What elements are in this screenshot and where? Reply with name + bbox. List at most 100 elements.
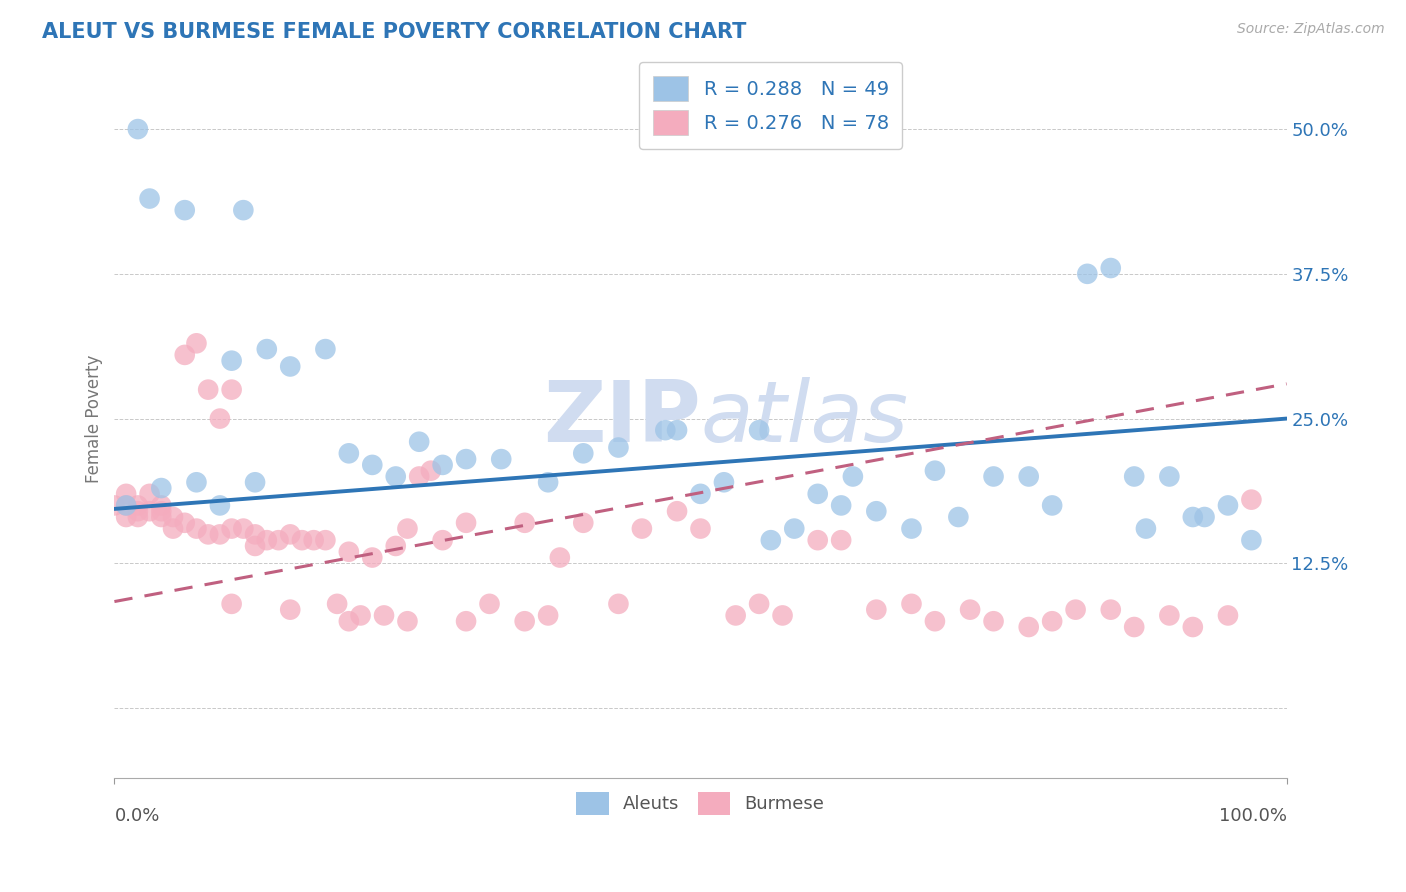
Point [115,499,138,513]
Point [924,464,946,478]
Point [1040,614,1063,628]
Point [361,458,384,472]
Point [186,336,208,351]
Point [326,597,349,611]
Legend: Aleuts, Burmese: Aleuts, Burmese [565,781,835,826]
Point [361,550,384,565]
Text: atlas: atlas [700,377,908,460]
Point [713,475,735,490]
Point [138,487,160,501]
Point [314,342,336,356]
Point [607,597,630,611]
Point [1216,499,1239,513]
Point [830,533,852,548]
Point [186,475,208,490]
Point [197,527,219,541]
Point [513,516,536,530]
Point [208,527,231,541]
Point [1181,620,1204,634]
Point [337,614,360,628]
Point [221,597,243,611]
Point [607,441,630,455]
Point [689,522,711,536]
Point [807,487,830,501]
Point [454,452,477,467]
Point [1216,608,1239,623]
Point [150,481,173,495]
Point [243,527,266,541]
Point [408,434,430,449]
Text: ALEUT VS BURMESE FEMALE POVERTY CORRELATION CHART: ALEUT VS BURMESE FEMALE POVERTY CORRELAT… [42,22,747,42]
Point [748,423,770,437]
Point [689,487,711,501]
Point [232,203,254,218]
Point [127,499,149,513]
Point [291,533,314,548]
Point [1181,510,1204,524]
Point [842,469,865,483]
Point [221,353,243,368]
Point [396,522,419,536]
Point [924,614,946,628]
Point [724,608,747,623]
Point [127,510,149,524]
Text: 0.0%: 0.0% [114,806,160,824]
Point [302,533,325,548]
Point [548,550,571,565]
Point [208,411,231,425]
Point [772,608,794,623]
Point [1123,469,1146,483]
Point [173,348,195,362]
Point [537,475,560,490]
Point [221,383,243,397]
Point [208,499,231,513]
Point [865,602,887,616]
Point [1018,620,1040,634]
Point [1040,499,1063,513]
Point [337,545,360,559]
Point [186,522,208,536]
Point [1135,522,1157,536]
Point [267,533,290,548]
Point [1240,533,1263,548]
Point [150,510,173,524]
Point [162,510,184,524]
Text: ZIP: ZIP [543,377,700,460]
Point [983,614,1005,628]
Point [256,533,278,548]
Point [162,522,184,536]
Point [1159,469,1181,483]
Point [783,522,806,536]
Y-axis label: Female Poverty: Female Poverty [86,354,103,483]
Point [150,499,173,513]
Point [278,359,301,374]
Point [432,458,454,472]
Point [572,516,595,530]
Point [419,464,441,478]
Point [454,614,477,628]
Point [900,597,922,611]
Point [115,510,138,524]
Point [173,203,195,218]
Point [454,516,477,530]
Point [408,469,430,483]
Point [173,516,195,530]
Point [807,533,830,548]
Point [830,499,852,513]
Point [138,192,160,206]
Point [759,533,782,548]
Point [278,527,301,541]
Point [384,469,406,483]
Point [666,504,689,518]
Point [243,539,266,553]
Point [1018,469,1040,483]
Point [865,504,887,518]
Point [349,608,371,623]
Point [103,499,125,513]
Point [115,499,138,513]
Point [314,533,336,548]
Point [243,475,266,490]
Point [232,522,254,536]
Text: 100.0%: 100.0% [1219,806,1286,824]
Point [373,608,395,623]
